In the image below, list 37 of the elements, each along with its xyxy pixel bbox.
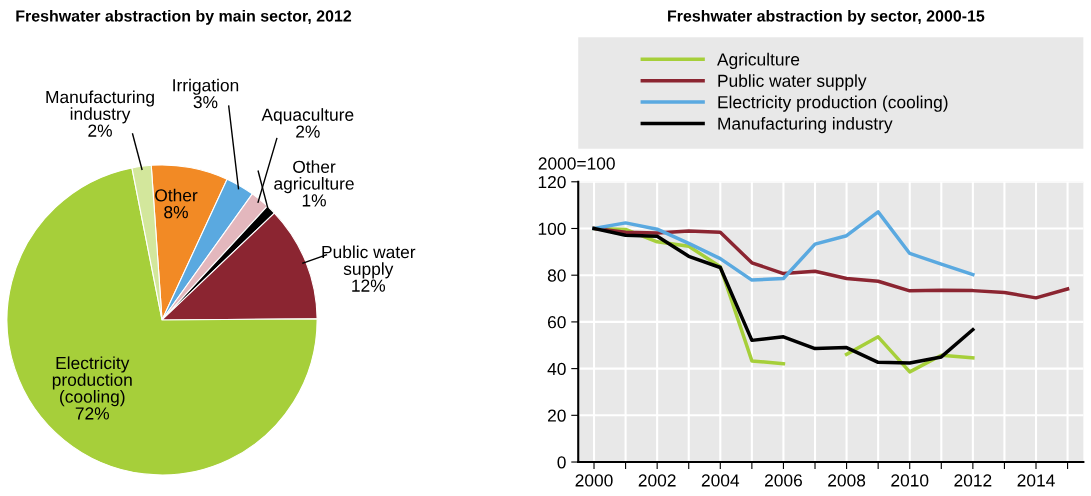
legend-label: Manufacturing industry — [718, 117, 893, 134]
y-tick-label: 0 — [557, 456, 566, 469]
chart-title: Freshwater abstraction by sector, 2000-15 — [668, 9, 985, 25]
slice-label: Irrigation — [173, 78, 239, 95]
x-tick-label: 2010 — [891, 474, 929, 487]
y-tick-label: 120 — [538, 175, 566, 189]
legend-label: Agriculture — [717, 52, 800, 69]
data-label: 1% — [302, 194, 326, 207]
x-tick-label: 2008 — [828, 474, 866, 487]
x-tick-label: 2006 — [765, 474, 802, 487]
line-series — [592, 210, 975, 282]
x-tick-label: 2004 — [701, 474, 740, 487]
y-axis-title: 2000=100 — [538, 157, 615, 170]
y-tick-label: 20 — [547, 409, 566, 422]
y-tick-label: 100 — [538, 222, 566, 235]
data-label: 72% — [75, 407, 110, 420]
legend-label: Electricity production (cooling) — [718, 95, 948, 112]
slice-label: Aquaculture — [261, 108, 354, 125]
data-label: 12% — [352, 279, 386, 292]
x-tick-label: 2002 — [638, 474, 676, 487]
y-tick-label: 40 — [547, 362, 566, 376]
slice-label: Public water supply — [322, 245, 416, 279]
slice-label: Manufacturing industry — [46, 90, 154, 124]
legend-label: Public water supply — [718, 74, 867, 91]
data-label: 2% — [296, 125, 320, 138]
slice-label: Other agriculture — [274, 160, 354, 194]
y-tick-label: 80 — [547, 269, 566, 282]
x-tick-label: 2014 — [1017, 474, 1055, 487]
y-tick-label: 60 — [548, 316, 566, 329]
chart-title: Freshwater abstraction by main sector, 2012 — [16, 9, 352, 25]
slice-label: Other — [155, 188, 198, 202]
slice-label: Electricity production (cooling) — [52, 356, 132, 407]
data-label: 8% — [164, 206, 188, 219]
data-label: 3% — [193, 95, 218, 109]
data-label: 2% — [88, 124, 112, 137]
x-tick-label: 2000 — [575, 474, 613, 487]
x-tick-label: 2012 — [954, 474, 992, 487]
